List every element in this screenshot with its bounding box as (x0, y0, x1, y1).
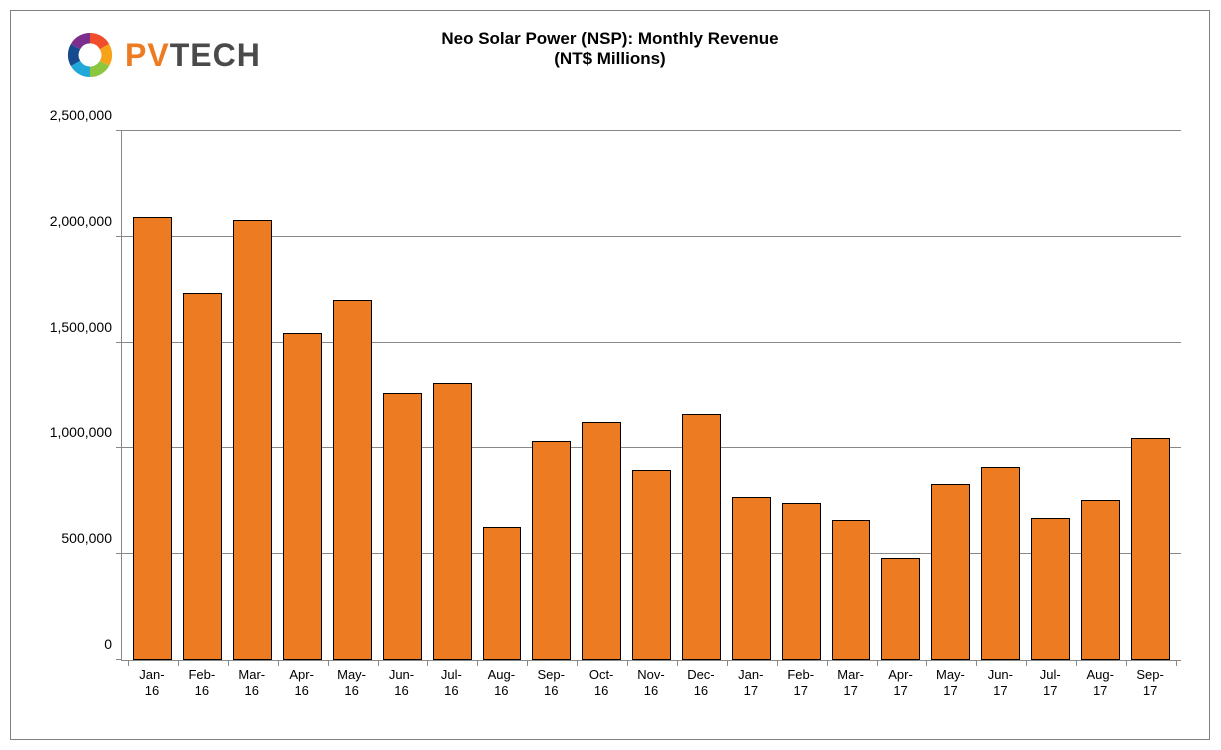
bar (832, 520, 871, 660)
x-tick-mark (278, 660, 279, 666)
bar-slot (178, 131, 228, 660)
x-tick-mark (328, 660, 329, 666)
x-axis-labels: Jan-16Feb-16Mar-16Apr-16May-16Jun-16Jul-… (121, 667, 1181, 698)
y-tick-label: 0 (104, 636, 122, 652)
x-axis-label: Mar-16 (227, 667, 277, 698)
plot-area: 0500,0001,000,0001,500,0002,000,0002,500… (121, 131, 1181, 661)
x-tick-mark (427, 660, 428, 666)
bar (931, 484, 970, 660)
bar-slot (976, 131, 1026, 660)
bar (1081, 500, 1120, 660)
x-axis-label: Jan-17 (726, 667, 776, 698)
x-tick-mark (777, 660, 778, 666)
x-axis-label: Jan-16 (127, 667, 177, 698)
bar-slot (627, 131, 677, 660)
bar (732, 497, 771, 660)
x-tick-mark (128, 660, 129, 666)
x-tick-mark (926, 660, 927, 666)
bar-slot (577, 131, 627, 660)
bar (632, 470, 671, 660)
chart-frame: PVTECH Neo Solar Power (NSP): Monthly Re… (10, 10, 1210, 740)
bar (483, 527, 522, 660)
x-axis-label: Feb-17 (776, 667, 826, 698)
x-tick-mark (178, 660, 179, 666)
bar-slot (477, 131, 527, 660)
y-tick-label: 1,500,000 (50, 319, 122, 335)
bar (233, 220, 272, 660)
bar (433, 383, 472, 660)
x-axis-label: Aug-16 (476, 667, 526, 698)
bar (532, 441, 571, 660)
x-axis-label: Jul-16 (426, 667, 476, 698)
x-axis-label: Jul-17 (1025, 667, 1075, 698)
x-axis-label: May-17 (926, 667, 976, 698)
bar (1131, 438, 1170, 660)
x-tick-mark (527, 660, 528, 666)
x-axis-label: Dec-16 (676, 667, 726, 698)
x-axis-label: Sep-17 (1125, 667, 1175, 698)
x-tick-mark (976, 660, 977, 666)
bar-slot (776, 131, 826, 660)
x-axis-label: Nov-16 (626, 667, 676, 698)
bar (981, 467, 1020, 660)
bar (782, 503, 821, 660)
x-axis-label: May-16 (327, 667, 377, 698)
x-tick-mark (877, 660, 878, 666)
x-tick-mark (727, 660, 728, 666)
x-tick-mark (477, 660, 478, 666)
x-axis-label: Apr-16 (277, 667, 327, 698)
bar (383, 393, 422, 660)
y-tick-label: 500,000 (61, 530, 122, 546)
x-tick-mark (1176, 660, 1177, 666)
x-tick-mark (827, 660, 828, 666)
bar (881, 558, 920, 660)
bar-slot (327, 131, 377, 660)
x-axis-label: Oct-16 (576, 667, 626, 698)
x-tick-mark (577, 660, 578, 666)
x-axis-label: Aug-17 (1075, 667, 1125, 698)
y-tick-label: 2,000,000 (50, 213, 122, 229)
bar-slot (228, 131, 278, 660)
bar-slot (377, 131, 427, 660)
x-tick-mark (228, 660, 229, 666)
bar-slot (1075, 131, 1125, 660)
bar (333, 300, 372, 660)
bar-slot (876, 131, 926, 660)
y-tick-label: 2,500,000 (50, 107, 122, 123)
bar (582, 422, 621, 660)
bar-slot (1125, 131, 1175, 660)
x-tick-mark (378, 660, 379, 666)
bar (682, 414, 721, 661)
bar (133, 217, 172, 660)
x-axis-label: Jun-16 (377, 667, 427, 698)
bar-slot (926, 131, 976, 660)
bar-slot (128, 131, 178, 660)
chart-title-line2: (NT$ Millions) (11, 49, 1209, 69)
bar (1031, 518, 1070, 660)
x-axis-label: Sep-16 (526, 667, 576, 698)
bar-slot (527, 131, 577, 660)
bar-slot (676, 131, 726, 660)
bar-slot (726, 131, 776, 660)
bar (183, 293, 222, 660)
bar-slot (427, 131, 477, 660)
bar-slot (1025, 131, 1075, 660)
x-tick-mark (1026, 660, 1027, 666)
x-axis-label: Jun-17 (975, 667, 1025, 698)
x-tick-mark (1076, 660, 1077, 666)
bar-slot (826, 131, 876, 660)
chart-title: Neo Solar Power (NSP): Monthly Revenue (… (11, 29, 1209, 69)
x-axis-label: Apr-17 (876, 667, 926, 698)
x-axis-label: Feb-16 (177, 667, 227, 698)
x-tick-mark (627, 660, 628, 666)
x-axis-label: Mar-17 (826, 667, 876, 698)
x-tick-mark (1126, 660, 1127, 666)
y-tick-label: 1,000,000 (50, 424, 122, 440)
bars-container (122, 131, 1181, 660)
chart-title-line1: Neo Solar Power (NSP): Monthly Revenue (11, 29, 1209, 49)
bar-slot (278, 131, 328, 660)
bar (283, 333, 322, 660)
x-tick-mark (677, 660, 678, 666)
